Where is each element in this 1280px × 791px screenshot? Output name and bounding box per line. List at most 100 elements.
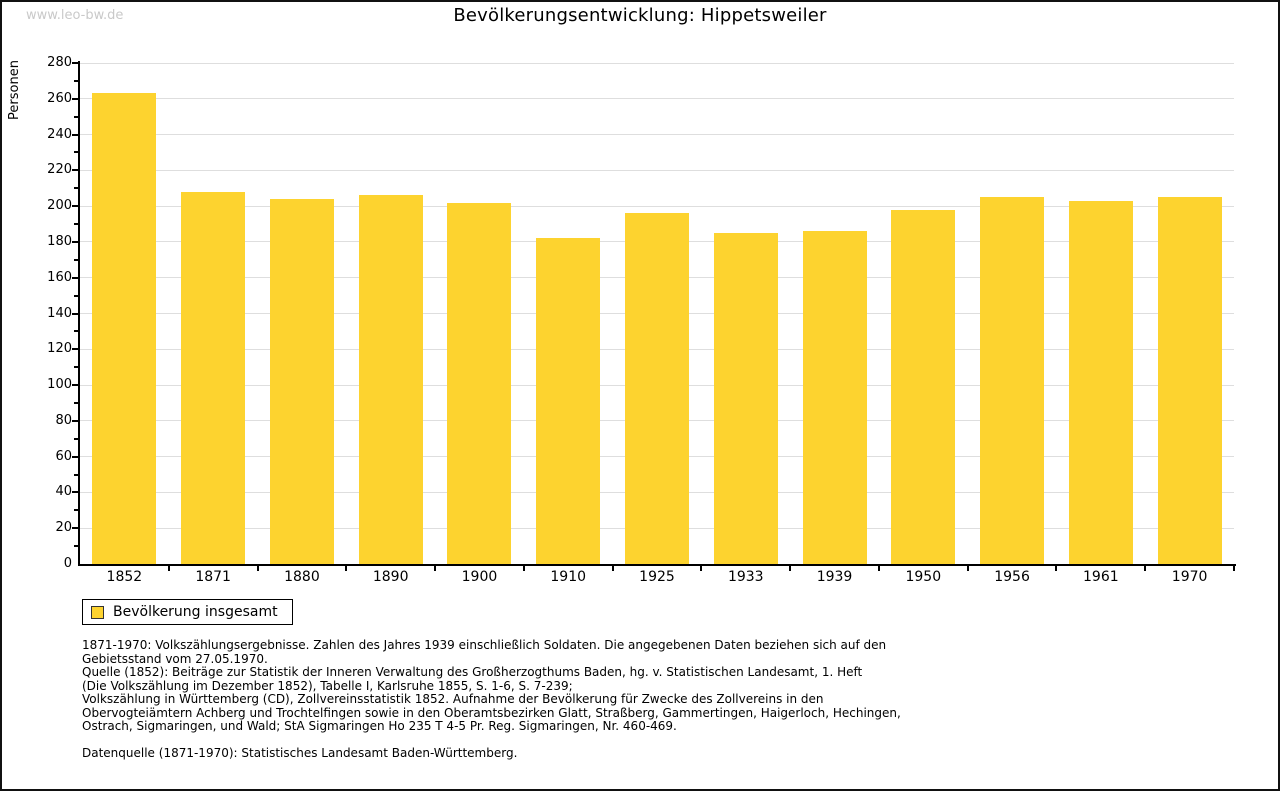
x-tick-label: 1933 (727, 569, 764, 585)
y-axis-tick (72, 455, 78, 458)
y-axis-minor-tick (74, 258, 78, 261)
y-tick-label: 0 (63, 556, 72, 571)
x-axis-tick (700, 564, 703, 571)
y-axis-minor-tick (74, 366, 78, 369)
bar-1933 (713, 232, 778, 564)
bar-1890 (358, 195, 423, 564)
y-axis-minor-tick (74, 401, 78, 404)
x-tick-label: 1880 (284, 569, 320, 585)
footnote-lines: 1871-1970: Volkszählungsergebnisse. Zahl… (82, 638, 1212, 734)
y-tick-label: 280 (47, 55, 72, 70)
grid-line (80, 205, 1234, 207)
y-axis-minor-tick (74, 223, 78, 226)
y-axis-tick (72, 384, 78, 387)
footnote-line: Ostrach, Sigmaringen, und Wald; StA Sigm… (82, 719, 677, 733)
watermark: www.leo-bw.de (26, 8, 124, 23)
x-tick-label: 1852 (106, 569, 143, 585)
y-axis-tick (72, 169, 78, 172)
x-tick-label: 1956 (994, 569, 1030, 585)
y-tick-label: 60 (55, 448, 72, 464)
y-axis-minor-tick (74, 330, 78, 333)
x-axis-tick (877, 564, 880, 571)
chart-title: Bevölkerungsentwicklung: Hippetsweiler (453, 5, 827, 26)
x-tick-label: 1939 (816, 569, 853, 585)
bar-1852 (92, 93, 157, 564)
legend: Bevölkerung insgesamt (82, 599, 293, 625)
y-axis-minor-tick (74, 437, 78, 440)
bar-1950 (891, 209, 956, 564)
grid-line (80, 134, 1234, 136)
grid-line (80, 169, 1234, 171)
y-axis-tick (72, 491, 78, 494)
y-axis-tick (72, 205, 78, 208)
y-tick-label: 120 (47, 341, 72, 357)
y-axis-tick (72, 348, 78, 351)
y-axis-tick (72, 62, 78, 64)
y-axis-tick (72, 97, 78, 100)
y-axis-tick (72, 276, 78, 279)
footnotes: 1871-1970: Volkszählungsergebnisse. Zahl… (82, 638, 1212, 760)
x-tick-label: 1961 (1083, 569, 1119, 585)
y-axis-tick (72, 527, 78, 530)
x-tick-label: 1925 (639, 569, 675, 585)
y-tick-label: 180 (47, 233, 72, 249)
y-axis-minor-tick (74, 79, 78, 82)
bar-1970 (1157, 197, 1222, 564)
bar-1939 (802, 231, 867, 564)
x-tick-label: 1871 (195, 569, 231, 585)
y-axis-minor-tick (74, 509, 78, 512)
x-tick-label: 1890 (372, 569, 409, 585)
x-axis-tick (1144, 564, 1147, 571)
footnote-line: (Die Volkszählung im Dezember 1852), Tab… (82, 678, 573, 693)
footnote-line: Obervogteiämtern Achberg und Trochtelfin… (82, 705, 901, 720)
x-tick-label: 1910 (550, 569, 587, 585)
bar-1925 (625, 213, 689, 564)
y-axis-minor-tick (74, 545, 78, 548)
footnote-line: 1871-1970: Volkszählungsergebnisse. Zahl… (82, 638, 887, 652)
bar-1956 (980, 197, 1045, 564)
y-tick-label: 100 (47, 377, 72, 393)
y-axis-line (78, 61, 80, 566)
legend-swatch (91, 605, 104, 619)
x-axis-tick (256, 564, 259, 571)
y-tick-label: 240 (47, 126, 72, 142)
legend-label: Bevölkerung insgesamt (113, 604, 278, 620)
y-axis-minor-tick (74, 151, 78, 154)
y-axis-tick (72, 312, 78, 315)
y-tick-label: 140 (47, 305, 72, 321)
bar-1910 (536, 238, 601, 564)
x-axis-tick (966, 564, 969, 571)
y-axis-minor-tick (74, 115, 78, 118)
y-tick-label: 200 (47, 198, 72, 214)
x-axis-tick (522, 564, 525, 571)
x-axis-tick (611, 564, 614, 571)
footnote-line: Quelle (1852): Beiträge zur Statistik de… (82, 665, 863, 679)
x-axis-tick (167, 564, 170, 571)
bar-1871 (181, 191, 246, 564)
x-tick-label: 1970 (1171, 569, 1208, 585)
y-axis-tick (72, 240, 78, 243)
x-tick-label: 1950 (905, 569, 942, 585)
y-tick-label: 160 (47, 269, 72, 285)
bar-1900 (447, 202, 512, 564)
y-axis-tick (72, 133, 78, 136)
y-tick-label: 40 (55, 484, 72, 500)
grid-line (80, 98, 1234, 100)
plot-area (80, 62, 1234, 564)
y-axis-minor-tick (74, 187, 78, 190)
x-tick-label: 1900 (461, 569, 498, 585)
x-axis-tick (434, 564, 437, 571)
datasource-line: Datenquelle (1871-1970): Statistisches L… (82, 745, 518, 760)
bar-1961 (1068, 200, 1133, 564)
y-axis-minor-tick (74, 473, 78, 476)
y-tick-label: 260 (47, 90, 72, 106)
footnote-line: Volkszählung in Württemberg (CD), Zollve… (82, 692, 824, 706)
y-tick-label: 80 (55, 412, 72, 428)
x-axis-tick (789, 564, 792, 571)
x-axis-tick (345, 564, 348, 571)
x-axis-tick (1233, 564, 1235, 571)
x-axis-tick (1055, 564, 1058, 571)
y-tick-label: 20 (55, 520, 72, 536)
